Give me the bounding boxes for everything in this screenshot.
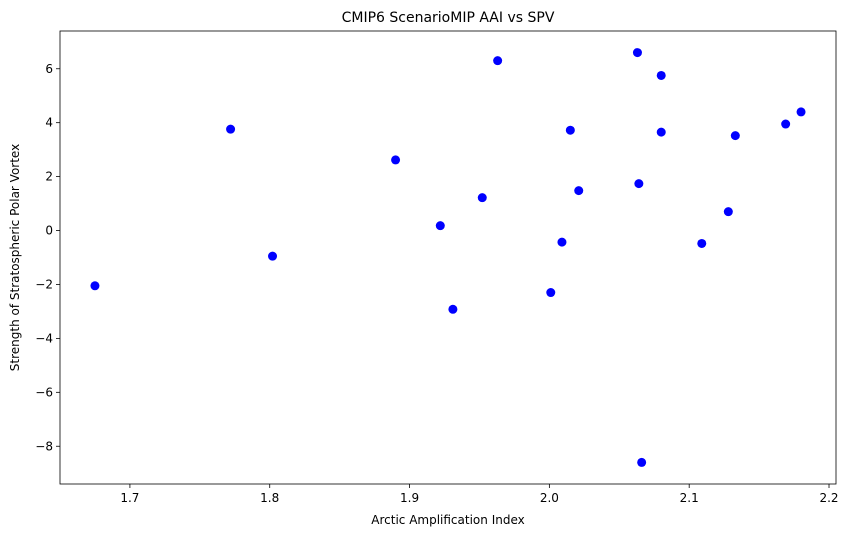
data-point-15 — [637, 457, 647, 467]
data-point-4 — [391, 155, 401, 165]
data-point-22 — [796, 107, 806, 117]
data-point-14 — [634, 179, 644, 189]
y-tick-label: −6 — [35, 385, 53, 399]
x-tick-label: 2.1 — [680, 491, 699, 505]
x-tick-label: 2.0 — [540, 491, 559, 505]
chart-title: CMIP6 ScenarioMIP AAI vs SPV — [342, 10, 555, 26]
y-axis-ticks: −8 −6 −4 −2 0 2 4 6 — [35, 62, 60, 453]
y-tick-label: −8 — [35, 439, 53, 453]
points-layer — [90, 48, 806, 467]
y-tick-label: −4 — [35, 331, 53, 345]
data-point-2 — [226, 124, 236, 134]
y-tick-label: 4 — [45, 116, 53, 130]
data-point-18 — [697, 238, 707, 248]
x-axis-ticks: 1.7 1.8 1.9 2.0 2.1 2.2 — [120, 484, 839, 505]
data-point-9 — [546, 288, 556, 298]
y-tick-label: 0 — [45, 224, 53, 238]
data-point-11 — [565, 125, 575, 135]
data-point-19 — [723, 207, 733, 217]
y-axis-label: Strength of Stratospheric Polar Vortex — [8, 144, 22, 371]
x-tick-label: 1.8 — [260, 491, 279, 505]
y-tick-label: −2 — [35, 277, 53, 291]
data-point-3 — [268, 251, 278, 261]
data-point-16 — [656, 70, 666, 80]
data-point-7 — [477, 193, 487, 203]
plot-area-frame — [59, 30, 837, 485]
data-point-20 — [730, 131, 740, 141]
data-point-12 — [574, 186, 584, 196]
data-point-17 — [656, 127, 666, 137]
x-tick-label: 1.9 — [400, 491, 419, 505]
x-tick-label: 2.2 — [819, 491, 838, 505]
x-axis-label: Arctic Amplification Index — [371, 513, 524, 527]
data-point-1 — [90, 281, 100, 291]
data-point-21 — [781, 119, 791, 129]
data-point-8 — [493, 56, 503, 66]
x-tick-label: 1.7 — [120, 491, 139, 505]
y-tick-label: 2 — [45, 170, 53, 184]
data-point-5 — [435, 221, 445, 231]
y-tick-label: 6 — [45, 62, 53, 76]
data-point-6 — [448, 304, 458, 314]
data-point-13 — [632, 48, 642, 58]
data-point-10 — [557, 237, 567, 247]
